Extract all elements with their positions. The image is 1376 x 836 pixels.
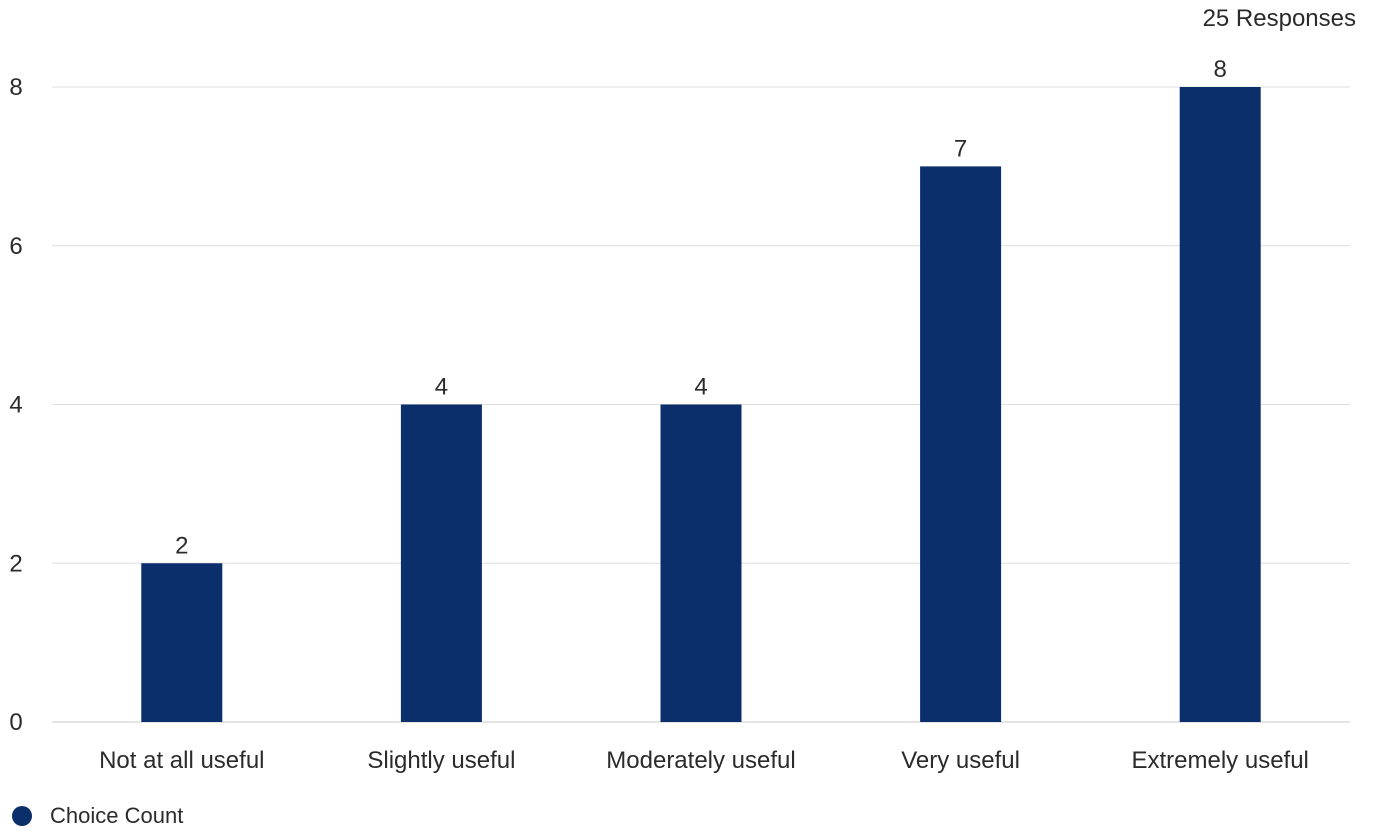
legend-label: Choice Count [50, 803, 184, 828]
legend-swatch-icon [12, 806, 32, 826]
bar-data-label: 7 [954, 135, 967, 162]
x-tick-label: Very useful [901, 747, 1020, 774]
responses-count: 25 Responses [1202, 5, 1356, 32]
bar-data-label: 2 [175, 532, 188, 559]
x-tick-label: Not at all useful [99, 747, 264, 774]
bar-data-label: 4 [435, 374, 448, 401]
bar [920, 166, 1002, 722]
bar [660, 404, 742, 722]
bar [1179, 87, 1261, 722]
x-tick-label: Moderately useful [606, 747, 795, 774]
legend[interactable]: Choice Count [12, 803, 183, 829]
bar-data-label: 4 [694, 374, 707, 401]
x-tick-label: Extremely useful [1131, 747, 1308, 774]
bar-data-label: 8 [1214, 56, 1227, 83]
y-tick-label: 6 [9, 233, 22, 260]
y-tick-label: 8 [9, 74, 22, 101]
y-tick-label: 2 [9, 550, 22, 577]
y-tick-label: 4 [9, 392, 22, 419]
bar [141, 563, 223, 722]
y-tick-label: 0 [9, 709, 22, 736]
bar [400, 404, 482, 722]
x-tick-label: Slightly useful [367, 747, 515, 774]
